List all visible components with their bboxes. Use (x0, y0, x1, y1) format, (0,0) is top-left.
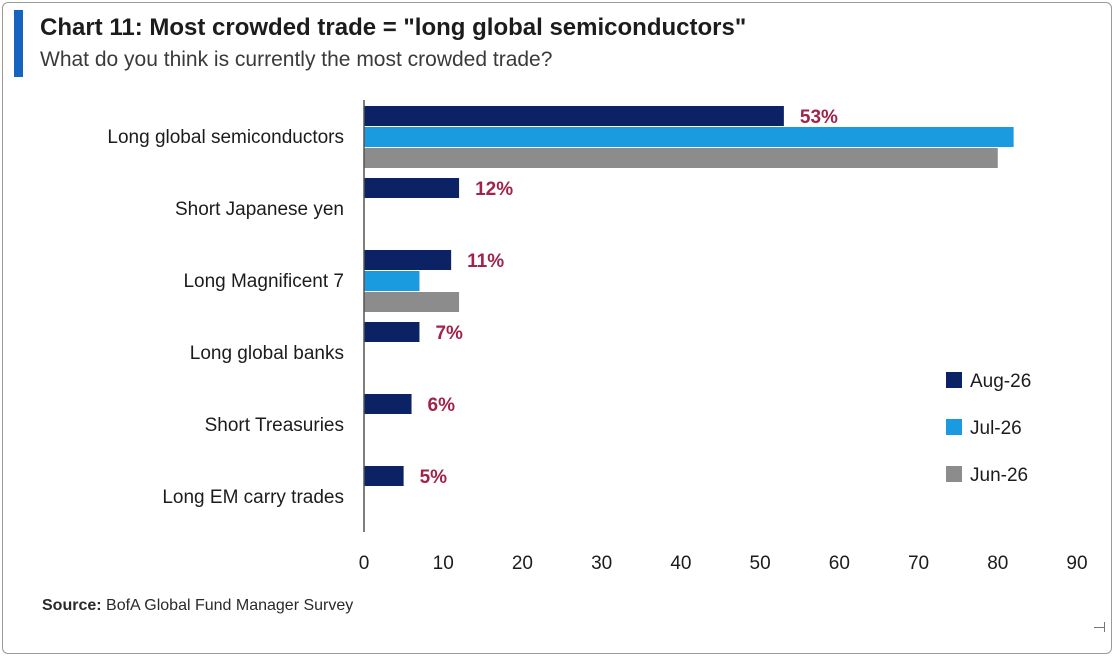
legend-swatch-aug-26 (946, 372, 962, 388)
category-label: Long global banks (190, 343, 344, 364)
bar-aug-26-2 (364, 178, 460, 198)
data-label: 11% (467, 251, 504, 272)
legend-label-jul-26: Jul-26 (970, 418, 1022, 439)
bar-aug-26-1 (364, 106, 784, 126)
corner-mark (1094, 622, 1105, 632)
x-tick-label: 10 (433, 553, 454, 574)
bar-aug-26-4 (364, 322, 420, 342)
category-label: Long global semiconductors (107, 127, 344, 148)
source-note: Source: BofA Global Fund Manager Survey (42, 597, 353, 615)
x-tick-label: 20 (512, 553, 533, 574)
category-labels-layer: Long global semiconductors Short Japanese… (107, 127, 344, 508)
category-label: Long EM carry trades (162, 487, 344, 508)
category-label: Long Magnificent 7 (183, 271, 344, 292)
x-tick-labels-layer: 0 10 20 30 40 50 60 70 80 90 (359, 553, 1088, 574)
bars-layer (364, 106, 1014, 486)
bar-aug-26-6 (364, 466, 404, 486)
data-label: 53% (800, 107, 838, 128)
legend-label-aug-26: Aug-26 (970, 371, 1031, 392)
legend: Aug-26 Jul-26 Jun-26 (946, 371, 1031, 486)
bar-aug-26-5 (364, 394, 412, 414)
x-tick-label: 70 (908, 553, 929, 574)
category-label: Short Japanese yen (175, 199, 344, 220)
data-label: 12% (475, 179, 513, 200)
x-tick-label: 30 (591, 553, 612, 574)
chart-title: Chart 11: Most crowded trade = "long glo… (40, 14, 747, 41)
title-accent-bar (14, 10, 23, 77)
data-labels-layer: 53% 12% 11% 7% 6% 5% (420, 107, 838, 488)
data-label: 6% (428, 395, 456, 416)
bar-jul-26-1 (364, 127, 1014, 147)
category-label: Short Treasuries (205, 415, 344, 436)
bar-jun-26-1 (364, 148, 998, 168)
chart-subtitle: What do you think is currently the most … (40, 48, 553, 71)
data-label: 7% (435, 323, 463, 344)
x-tick-label: 0 (359, 553, 370, 574)
legend-label-jun-26: Jun-26 (970, 465, 1028, 486)
bar-aug-26-3 (364, 250, 452, 270)
bar-jun-26-3 (364, 292, 460, 312)
legend-swatch-jun-26 (946, 466, 962, 482)
x-tick-label: 60 (829, 553, 850, 574)
legend-swatch-jul-26 (946, 419, 962, 435)
bar-jul-26-3 (364, 271, 420, 291)
source-label: Source: (42, 597, 102, 614)
x-tick-label: 90 (1066, 553, 1087, 574)
x-tick-label: 80 (987, 553, 1008, 574)
x-tick-label: 40 (670, 553, 691, 574)
data-label: 5% (420, 467, 448, 488)
x-tick-label: 50 (750, 553, 771, 574)
source-text: BofA Global Fund Manager Survey (101, 597, 354, 614)
